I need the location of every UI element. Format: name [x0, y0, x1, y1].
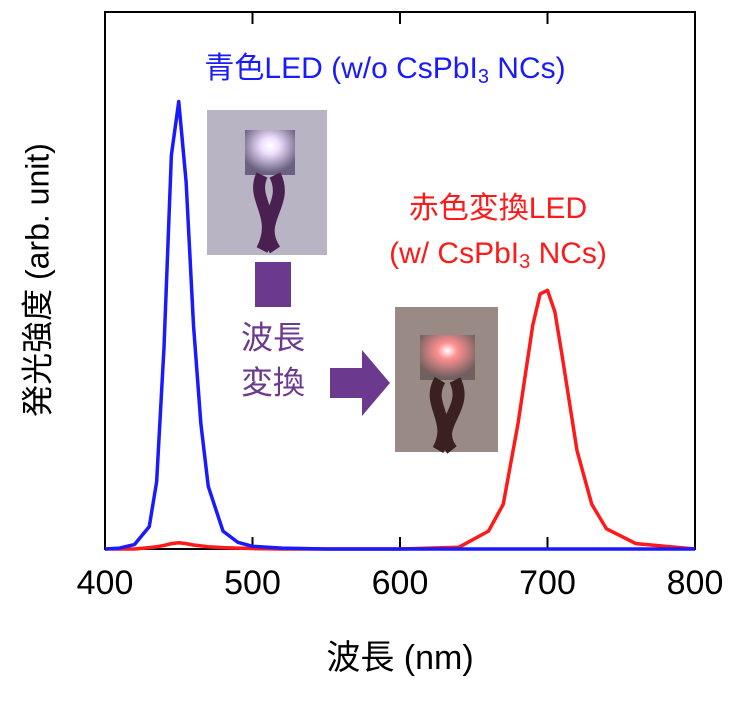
annotation: 変換 [241, 364, 305, 400]
x-tick-label: 500 [224, 564, 281, 602]
annotation-text: NCs) [530, 237, 607, 270]
y-axis-label: 発光強度 (arb. unit) [19, 143, 55, 417]
annotation: 波長 [241, 319, 305, 355]
annotation-sub: 3 [519, 251, 530, 273]
annotation-text: (w/ CsPbI [389, 237, 519, 270]
x-tick-label: 800 [667, 564, 724, 602]
x-tick-label: 600 [372, 564, 429, 602]
plot-frame [104, 11, 696, 550]
annotation: 赤色変換LED [409, 192, 587, 225]
line [104, 99, 695, 551]
annotation: 青色LED (w/o CsPbI3 NCs) [204, 52, 565, 88]
photo-blue [207, 110, 327, 307]
annotation: (w/ CsPbI3 NCs) [389, 237, 607, 273]
annotation-sub: 3 [478, 66, 489, 88]
annotation-text: NCs) [489, 52, 566, 85]
x-tick-label: 700 [519, 564, 576, 602]
x-tick-label: 400 [77, 564, 134, 602]
photo-red [395, 307, 498, 454]
annotation-text: 青色LED (w/o CsPbI [204, 52, 477, 85]
x-axis-label: 波長 (nm) [326, 639, 473, 677]
arrow [330, 350, 390, 416]
